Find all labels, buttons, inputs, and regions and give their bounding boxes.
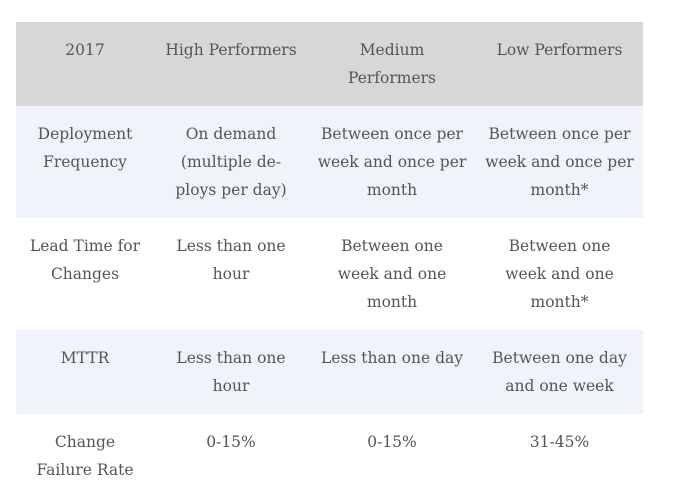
header-medium-performers: Medium Performers <box>347 41 437 87</box>
low-cell: Between one week and one month* <box>505 237 614 311</box>
metric-cell: MTTR <box>60 349 110 367</box>
header-year: 2017 <box>65 41 105 59</box>
table-row: Deployment Frequency On demand (multiple… <box>16 106 643 218</box>
table-row: Change Failure Rate 0-15% 0-15% 31-45% <box>16 414 643 498</box>
high-cell: 0-15% <box>206 433 256 451</box>
performance-comparison-table: 2017 High Performers Medium Performers L… <box>16 22 643 498</box>
low-cell: Between once per week and once per month… <box>485 125 634 199</box>
header-low-performers: Low Performers <box>496 41 623 59</box>
header-high-performers: High Performers <box>165 41 297 59</box>
table-body: Deployment Frequency On demand (multiple… <box>16 106 643 498</box>
medium-cell: Less than one day <box>321 349 463 367</box>
low-cell: 31-45% <box>529 433 590 451</box>
high-cell: On demand (multiple de-ploys per day) <box>175 125 287 199</box>
low-cell: Between one day and one week <box>492 349 627 395</box>
table-row: MTTR Less than one hour Less than one da… <box>16 330 643 414</box>
high-cell: Less than one hour <box>176 237 286 283</box>
header-row: 2017 High Performers Medium Performers L… <box>16 22 643 106</box>
medium-cell: Between once per week and once per month <box>317 125 467 199</box>
table-row: Lead Time for Changes Less than one hour… <box>16 218 643 330</box>
medium-cell: Between one week and one month <box>337 237 447 311</box>
table-header: 2017 High Performers Medium Performers L… <box>16 22 643 106</box>
metric-cell: Change Failure Rate <box>36 433 134 479</box>
metric-cell: Deployment Frequency <box>37 125 133 171</box>
medium-cell: 0-15% <box>367 433 417 451</box>
high-cell: Less than one hour <box>176 349 286 395</box>
metric-cell: Lead Time for Changes <box>29 237 141 283</box>
